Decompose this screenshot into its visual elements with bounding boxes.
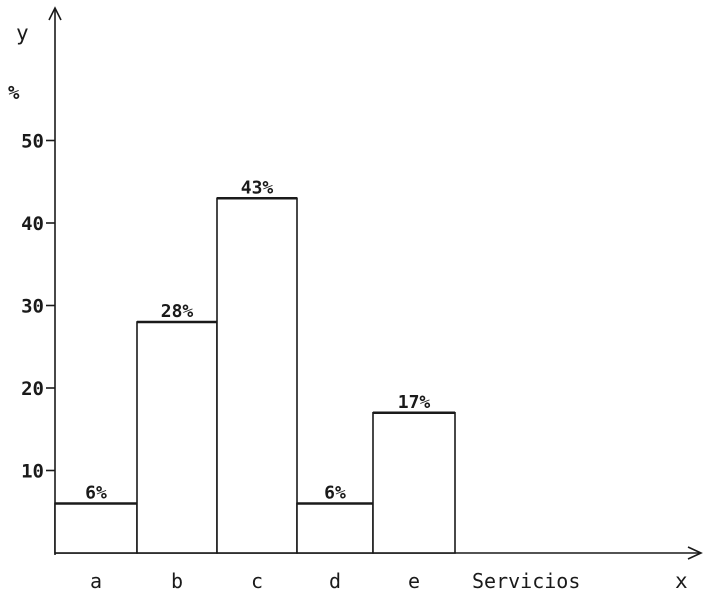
- y-tick-label: 20: [21, 378, 44, 400]
- bars: 6% 28% 43% 6% 17%: [54, 177, 456, 554]
- x-axis-name: x: [675, 569, 688, 593]
- category-label-d: d: [329, 569, 341, 593]
- x-axis-arrow: [687, 546, 703, 560]
- category-label-a: a: [90, 569, 102, 593]
- y-axis-unit: %: [8, 82, 20, 104]
- category-label-c: c: [251, 569, 263, 593]
- category-label-b: b: [171, 569, 183, 593]
- x-axis-title: Servicios: [472, 569, 580, 593]
- bar-b: [136, 321, 218, 554]
- y-ticks: 10 20 30 40 50: [21, 131, 55, 483]
- data-label-b: 28%: [161, 301, 194, 322]
- y-tick-label: 30: [21, 296, 44, 318]
- y-tick-label: 10: [21, 461, 44, 483]
- category-label-e: e: [408, 569, 420, 593]
- bar-e: [372, 411, 456, 554]
- y-tick-label: 40: [21, 213, 44, 235]
- category-labels: a b c d e: [90, 569, 420, 593]
- y-tick-label: 50: [21, 131, 44, 153]
- data-label-d: 6%: [324, 483, 346, 504]
- y-axis-label: y: [16, 21, 29, 45]
- data-label-a: 6%: [85, 483, 107, 504]
- data-label-c: 43%: [241, 177, 274, 198]
- bar-d: [296, 502, 374, 554]
- data-label-e: 17%: [398, 392, 431, 413]
- y-axis-arrow: [48, 6, 62, 21]
- bar-c: [216, 197, 298, 554]
- bar-a: [54, 502, 138, 554]
